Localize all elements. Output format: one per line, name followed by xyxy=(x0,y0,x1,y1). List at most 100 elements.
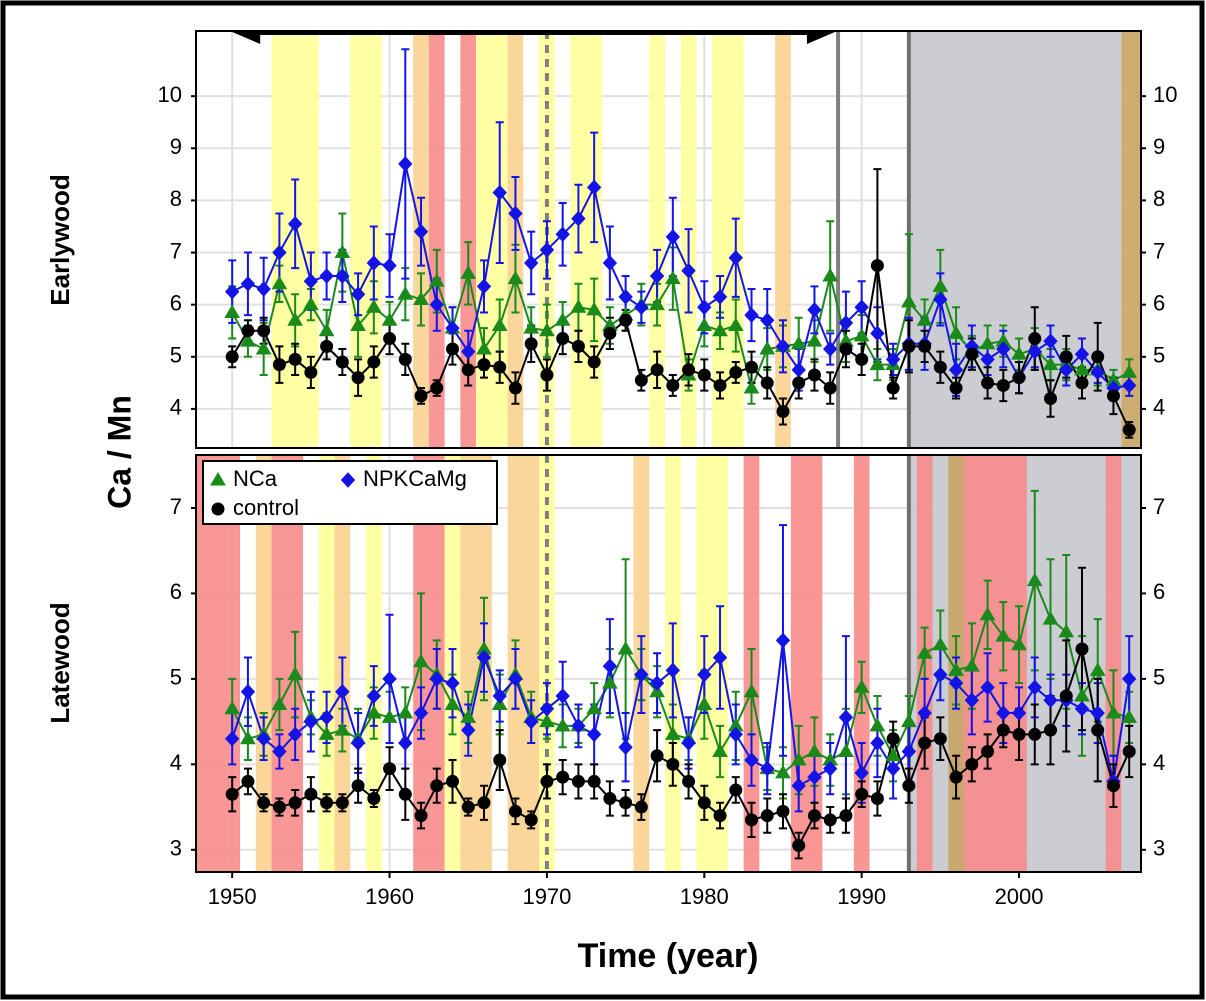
marker xyxy=(365,705,382,719)
marker xyxy=(664,726,681,740)
marker xyxy=(1011,705,1027,721)
marker xyxy=(303,273,319,289)
marker xyxy=(461,343,476,360)
marker xyxy=(257,324,271,338)
marker xyxy=(524,813,538,827)
marker xyxy=(996,341,1011,357)
marker xyxy=(1075,376,1089,390)
marker xyxy=(713,378,727,392)
marker xyxy=(869,717,886,732)
marker xyxy=(979,606,996,621)
marker xyxy=(460,709,477,723)
marker xyxy=(554,717,571,732)
legend-label: NCa xyxy=(233,466,278,491)
marker xyxy=(949,381,963,395)
marker xyxy=(1042,611,1059,625)
marker xyxy=(460,265,477,279)
marker xyxy=(869,356,886,371)
marker xyxy=(885,747,902,762)
marker xyxy=(335,268,350,284)
marker xyxy=(665,662,681,679)
marker xyxy=(1074,687,1090,702)
marker xyxy=(255,340,272,355)
legend-label: control xyxy=(233,495,299,520)
marker xyxy=(634,373,648,387)
marker xyxy=(571,774,585,788)
marker xyxy=(728,726,743,743)
marker xyxy=(603,792,617,806)
marker xyxy=(240,276,256,292)
marker xyxy=(932,636,949,651)
marker xyxy=(430,779,444,793)
period-band xyxy=(350,31,382,448)
marker xyxy=(351,779,365,793)
y-tick-label: 10 xyxy=(1153,82,1177,107)
period-band xyxy=(1105,455,1122,872)
marker xyxy=(477,796,491,810)
series-line xyxy=(231,577,1130,774)
marker xyxy=(916,645,933,659)
marker xyxy=(666,757,680,771)
marker xyxy=(1044,723,1058,737)
marker xyxy=(1090,364,1105,381)
marker xyxy=(271,275,288,290)
legend-marker xyxy=(210,472,226,486)
marker xyxy=(839,342,853,356)
marker xyxy=(838,709,854,726)
period-band xyxy=(908,31,1122,448)
marker xyxy=(287,216,303,232)
marker xyxy=(508,671,523,687)
y-tick-label: 5 xyxy=(1153,343,1165,368)
marker xyxy=(853,327,870,342)
marker xyxy=(272,800,286,814)
marker xyxy=(965,757,979,771)
marker xyxy=(602,255,618,271)
marker xyxy=(397,705,414,719)
marker xyxy=(980,351,995,368)
marker xyxy=(902,339,916,353)
marker xyxy=(1011,346,1027,360)
marker xyxy=(886,732,900,746)
marker xyxy=(603,326,617,340)
marker xyxy=(224,700,241,715)
marker xyxy=(272,358,286,372)
marker xyxy=(257,796,271,810)
marker xyxy=(823,813,837,827)
marker xyxy=(682,774,696,788)
marker xyxy=(855,352,869,366)
marker xyxy=(320,339,334,353)
marker xyxy=(1122,745,1136,759)
marker xyxy=(287,312,304,326)
y-tick-label: 8 xyxy=(1153,186,1165,211)
y-tick-label: 3 xyxy=(1153,836,1165,861)
marker xyxy=(1028,332,1042,346)
marker xyxy=(1012,371,1026,385)
period-band xyxy=(790,455,823,872)
marker xyxy=(948,675,964,691)
marker xyxy=(288,796,302,810)
marker xyxy=(948,325,964,339)
marker xyxy=(619,313,633,327)
y-tick-label: 5 xyxy=(170,343,182,368)
marker xyxy=(586,726,602,743)
marker xyxy=(586,301,603,316)
marker xyxy=(398,352,412,366)
period-band xyxy=(318,455,335,872)
marker xyxy=(539,322,555,337)
marker xyxy=(539,713,555,728)
marker xyxy=(1121,364,1138,378)
marker xyxy=(586,179,602,196)
x-tick-label: 1960 xyxy=(365,884,414,909)
marker xyxy=(272,244,287,261)
marker xyxy=(477,358,491,372)
x-tick-label: 1950 xyxy=(208,884,257,909)
marker xyxy=(744,307,759,323)
marker xyxy=(1106,779,1120,793)
marker xyxy=(1026,572,1043,587)
marker xyxy=(1011,636,1027,651)
marker xyxy=(571,339,585,353)
marker xyxy=(743,380,760,394)
marker xyxy=(256,281,271,297)
marker xyxy=(1042,356,1059,371)
series-line xyxy=(231,265,1131,431)
